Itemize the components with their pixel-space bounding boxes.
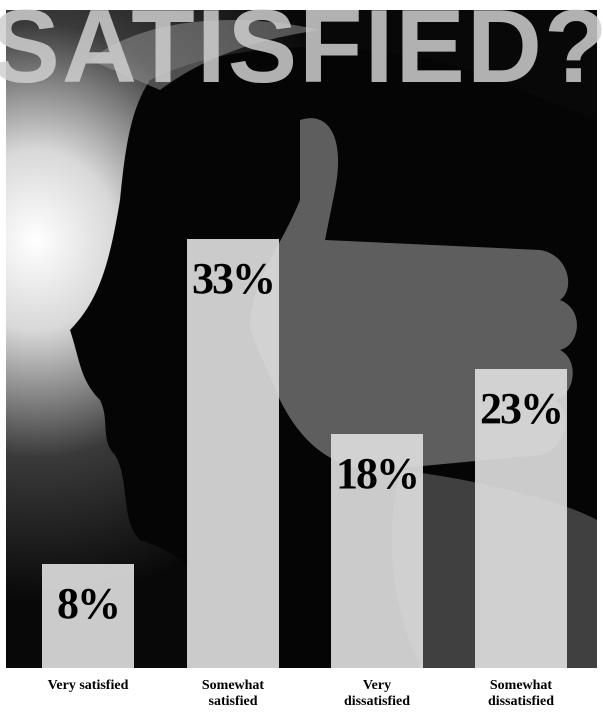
bar: [475, 369, 567, 668]
value-label: 8%: [57, 579, 121, 628]
bar: [331, 434, 423, 668]
category-label: Very satisfied: [47, 678, 129, 693]
value-label: 18%: [336, 449, 420, 498]
chart-title: SATISFIED?: [0, 0, 603, 105]
bar: [187, 239, 279, 668]
category-label: Very dissatisfied: [343, 678, 411, 709]
bar: [42, 564, 134, 668]
category-label: Somewhat satisfied: [201, 678, 265, 709]
category-label: Somewhat dissatisfied: [487, 678, 555, 709]
value-label: 33%: [192, 254, 276, 303]
value-label: 23%: [480, 384, 564, 433]
